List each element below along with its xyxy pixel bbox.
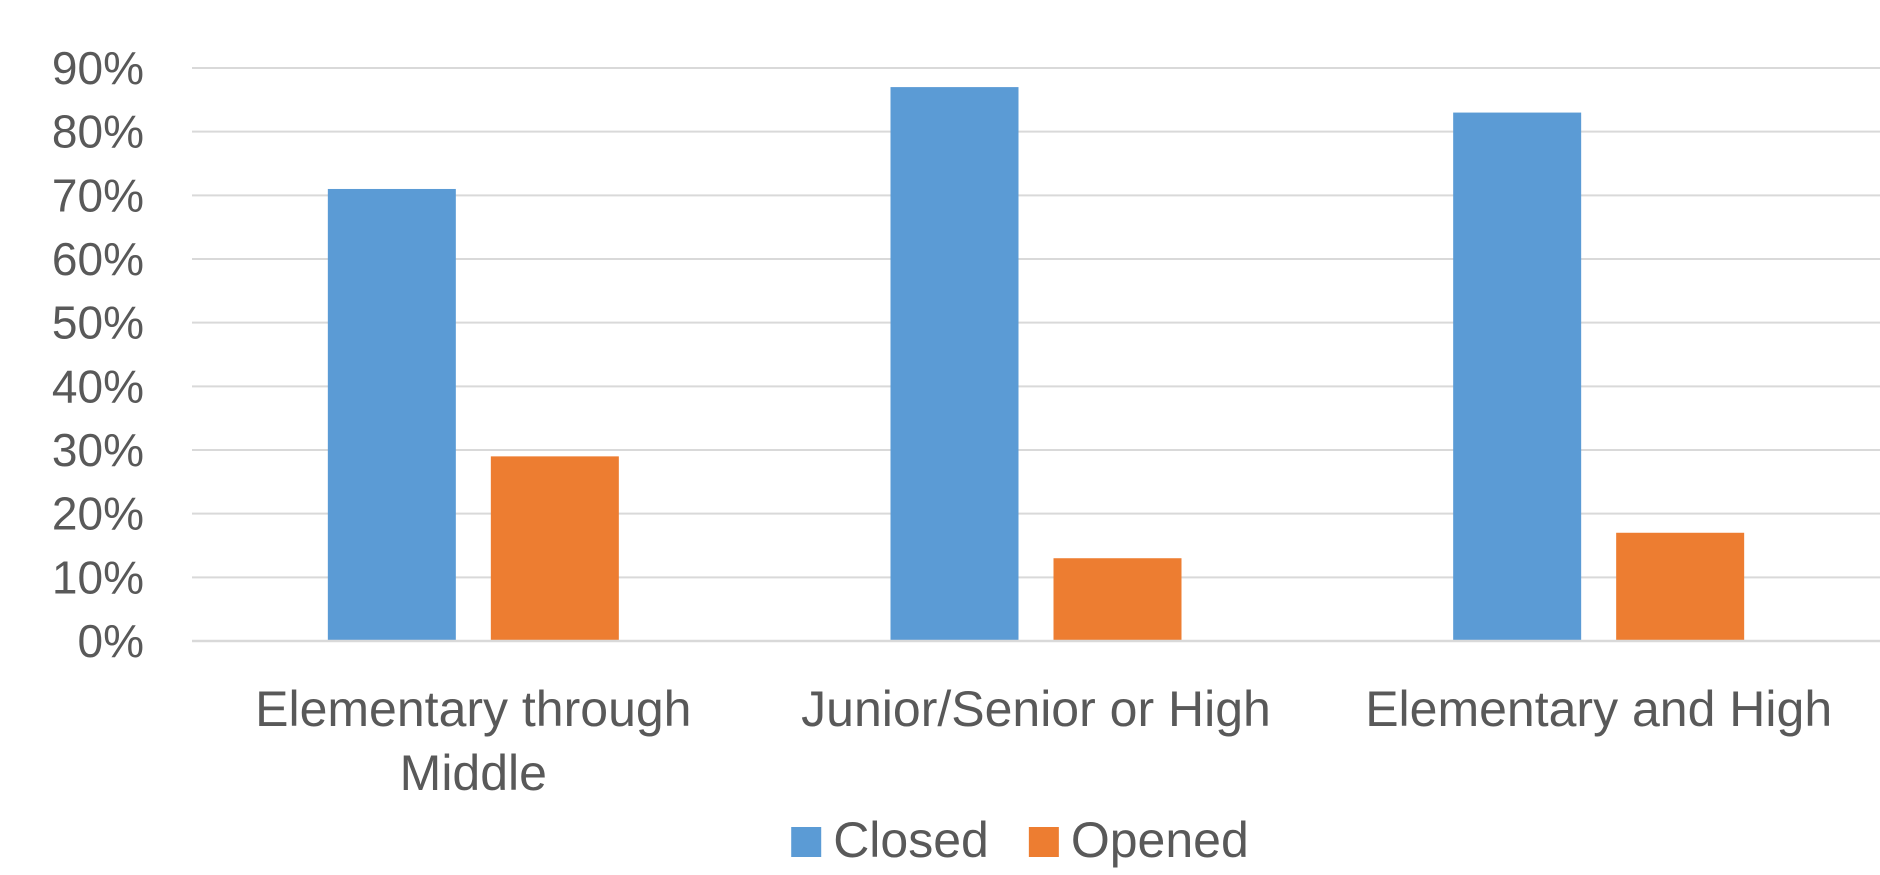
y-tick-label: 80% — [52, 106, 144, 158]
y-tick-label: 50% — [52, 297, 144, 349]
x-category-label-line: Elementary through — [255, 681, 691, 737]
bars — [327, 87, 1745, 642]
x-category-label: Elementary through Middle — [255, 681, 691, 801]
legend-item-closed: Closed — [791, 812, 989, 868]
x-category-label-line: Junior/Senior or High — [801, 681, 1271, 737]
legend: Closed Opened — [791, 812, 1249, 868]
x-category-label: Junior/Senior or High — [801, 681, 1271, 737]
y-tick-label: 70% — [52, 169, 144, 221]
y-axis-tick-labels: 0% 10% 20% 30% 40% 50% 60% 70% 80% 90% — [52, 42, 144, 667]
bar-closed — [327, 188, 456, 641]
legend-swatch — [1028, 827, 1059, 857]
x-category-label-line: Elementary and High — [1365, 681, 1832, 737]
x-category-label: Elementary and High — [1365, 681, 1832, 737]
gridlines — [192, 67, 1880, 579]
bar-opened — [1053, 558, 1182, 641]
legend-label: Opened — [1071, 812, 1249, 868]
x-category-label-line: Middle — [400, 745, 547, 801]
y-tick-label: 0% — [78, 615, 144, 667]
legend-label: Closed — [833, 812, 989, 868]
bar-opened — [1616, 532, 1745, 641]
bar-closed — [1453, 112, 1582, 642]
x-axis-category-labels: Elementary through Middle Junior/Senior or… — [255, 681, 1832, 801]
legend-swatch — [791, 827, 822, 857]
legend-item-opened: Opened — [1028, 812, 1249, 868]
y-tick-label: 30% — [52, 424, 144, 476]
bar-opened — [490, 456, 619, 641]
y-tick-label: 90% — [52, 42, 144, 94]
y-tick-label: 10% — [52, 551, 144, 603]
y-tick-label: 20% — [52, 488, 144, 540]
y-tick-label: 60% — [52, 233, 144, 285]
y-tick-label: 40% — [52, 360, 144, 412]
bar-closed — [890, 87, 1019, 642]
